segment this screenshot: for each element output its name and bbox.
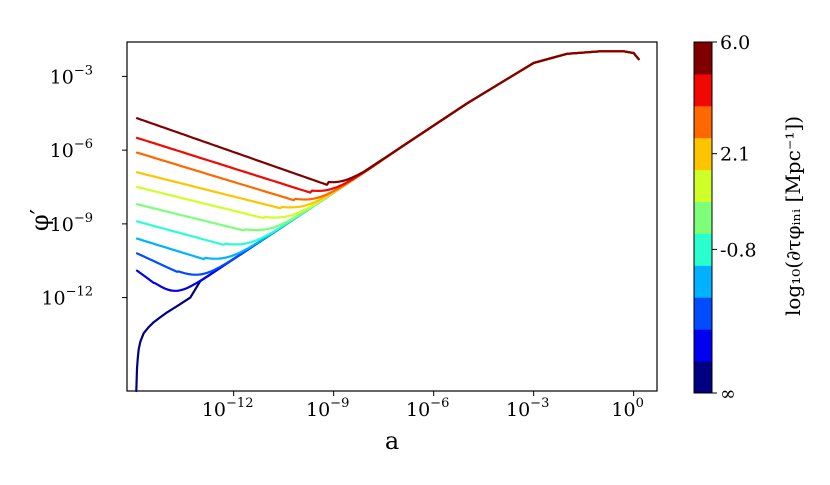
x-tick-label: 10−12: [202, 396, 254, 421]
series-group: [135, 50, 640, 393]
colorbar-tick-label: 6.0: [720, 32, 750, 54]
y-axis-label: φ′: [26, 209, 54, 231]
colorbar-segment: [694, 361, 712, 394]
y-tick-label: 10−6: [50, 137, 93, 162]
colorbar-tick-label: -0.8: [720, 239, 757, 261]
x-tick-label: 10−6: [406, 396, 449, 421]
x-axis: 10−12 10−9 10−6 10−3 100: [202, 391, 644, 421]
series-line: [135, 50, 640, 210]
series-line: [135, 50, 640, 202]
colorbar-segment: [694, 137, 712, 171]
colorbar-ticks: 6.0 2.1 -0.8 ∞: [712, 32, 757, 405]
colorbar-segment: [694, 73, 712, 107]
x-axis-label: a: [385, 427, 399, 455]
colorbar-segment: [694, 265, 712, 298]
y-axis: 10−3 10−6 10−9 10−12: [41, 63, 127, 310]
colorbar-segment: [694, 329, 712, 362]
colorbar-segment: [694, 42, 712, 75]
series-line: [135, 50, 640, 246]
series-line: [135, 50, 640, 232]
colorbar-segment: [694, 105, 712, 139]
x-tick-label: 10−3: [506, 396, 549, 421]
series-line: [135, 50, 640, 194]
plot-area: [126, 41, 658, 392]
series-line: [135, 50, 640, 186]
colorbar: [693, 41, 713, 394]
series-line: [135, 50, 640, 220]
colorbar-tick-label: ∞: [720, 383, 736, 405]
colorbar-segment: [694, 201, 712, 234]
y-tick-label: 10−12: [41, 285, 93, 310]
colorbar-frame: [693, 41, 713, 394]
colorbar-tick-label: 2.1: [720, 144, 750, 166]
series-line: [135, 50, 640, 393]
colorbar-label: log₁₀(∂τφᵢₙᵢ [Mpc⁻¹]): [781, 116, 805, 316]
colorbar-segment: [694, 169, 712, 203]
x-tick-label: 10−9: [306, 396, 349, 421]
y-tick-label: 10−9: [50, 211, 93, 236]
colorbar-segment: [694, 297, 712, 330]
series-line: [135, 50, 640, 292]
x-tick-label: 100: [611, 396, 643, 421]
colorbar-segment: [694, 233, 712, 266]
y-tick-label: 10−3: [50, 63, 93, 88]
